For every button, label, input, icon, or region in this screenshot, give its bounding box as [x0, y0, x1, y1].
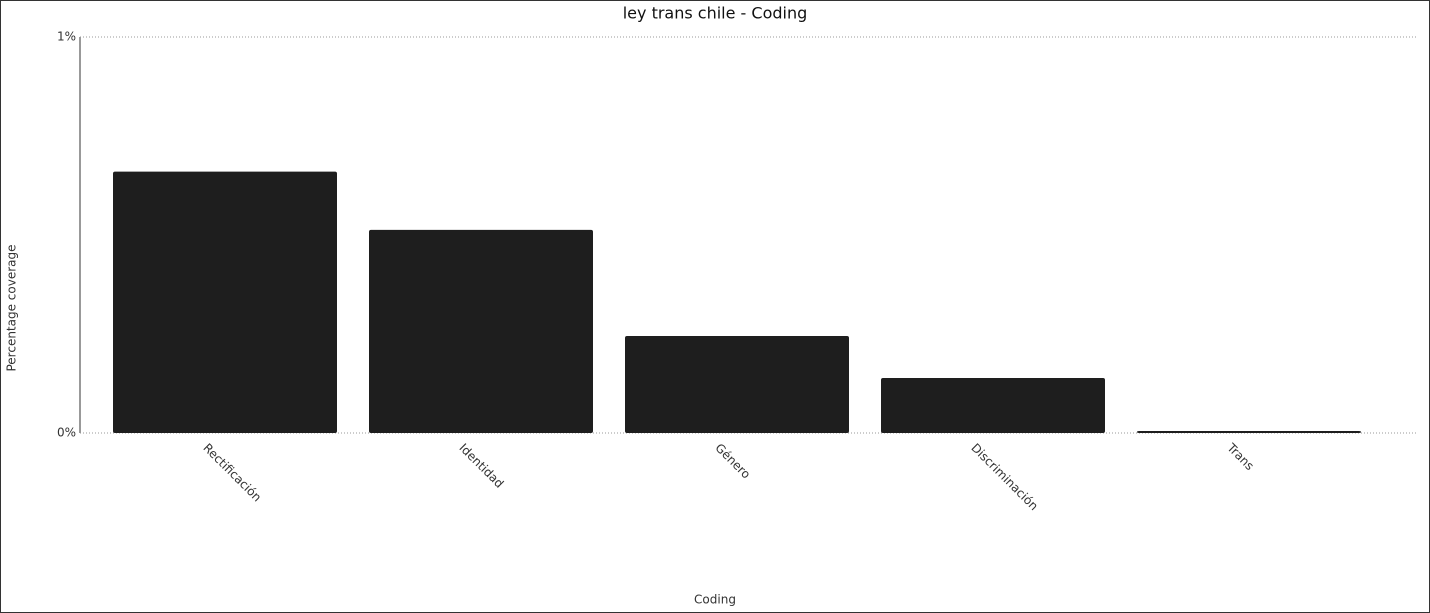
bar — [1137, 431, 1361, 433]
bar — [113, 171, 337, 433]
y-tick-label: 1% — [57, 30, 76, 44]
x-tick-label: Género — [712, 441, 753, 482]
y-axis-title: Percentage coverage — [5, 244, 19, 371]
bar — [625, 335, 849, 433]
x-tick-label: Trans — [1224, 440, 1257, 473]
x-axis-title: Coding — [694, 593, 736, 607]
bar — [881, 377, 1105, 433]
x-tick-label: Rectificación — [200, 441, 264, 505]
chart-title: ley trans chile - Coding — [623, 4, 808, 23]
bar — [369, 229, 593, 433]
x-tick-label: Discriminación — [968, 441, 1041, 514]
x-tick-label: Identidad — [456, 441, 506, 491]
y-tick-label: 0% — [57, 426, 76, 440]
